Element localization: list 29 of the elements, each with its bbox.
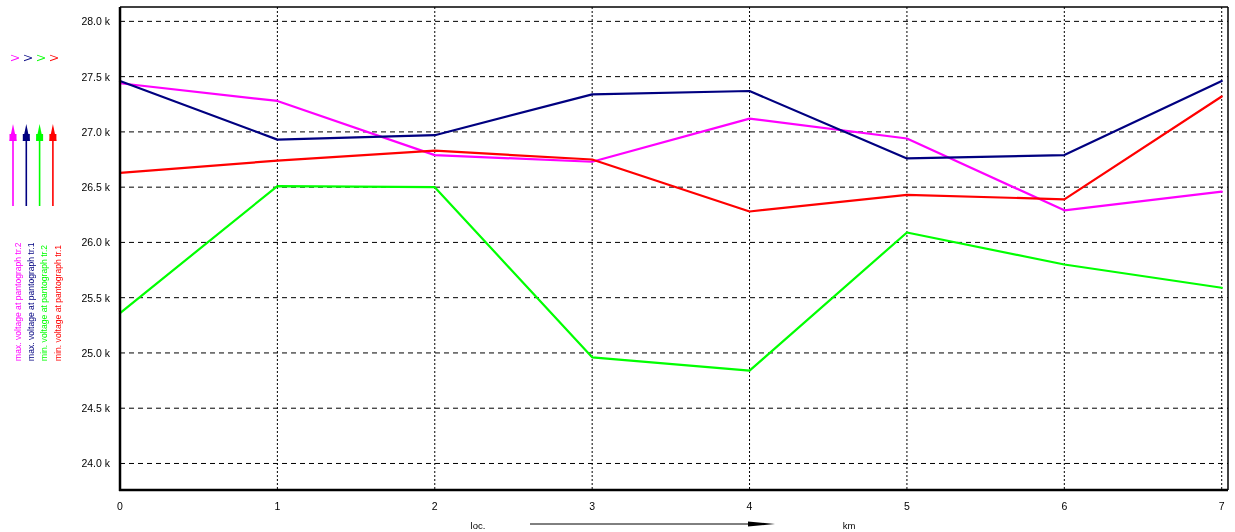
x-tick-label: 7	[1218, 500, 1225, 512]
x-tick-label: 6	[1061, 500, 1068, 512]
y-tick-label: 25.5 k	[81, 291, 111, 304]
x-tick-label: 1	[274, 500, 281, 512]
x-tick-label: 5	[904, 500, 911, 512]
text: V	[36, 54, 48, 62]
text: V	[9, 54, 21, 62]
y-tick-label: 28.0 k	[81, 15, 111, 28]
x-tick-label: 0	[117, 500, 124, 512]
x-tick-label: 3	[589, 500, 596, 512]
y-tick-label: 27.0 k	[81, 125, 111, 138]
y-tick-label: 25.0 k	[81, 346, 111, 359]
x-tick-label: 2	[431, 500, 438, 512]
x-tick-label: 4	[746, 500, 753, 512]
line-series	[118, 79, 1223, 160]
y-tick-label: 26.0 k	[81, 236, 111, 249]
line-series	[118, 184, 1223, 372]
text: min. voltage at pantograph tr.2	[39, 244, 50, 361]
y-tick-label: 24.0 k	[81, 457, 111, 470]
text: min. voltage at pantograph tr.1	[52, 244, 63, 361]
y-tick-label: 26.5 k	[81, 181, 111, 194]
text: V	[22, 54, 34, 62]
x-axis-title: loc.	[470, 519, 486, 531]
y-tick-label: 27.5 k	[81, 70, 111, 83]
y-axis-title: V	[49, 54, 61, 62]
text: max. voltage at pantograph tr.2	[12, 242, 23, 361]
y-tick-label: 24.5 k	[81, 402, 111, 415]
text: max. voltage at pantograph tr.1	[25, 242, 36, 361]
text: km	[842, 519, 856, 531]
